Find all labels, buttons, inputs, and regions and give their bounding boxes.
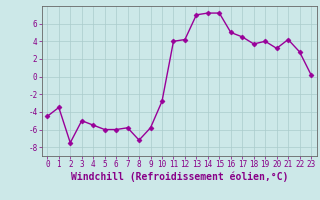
X-axis label: Windchill (Refroidissement éolien,°C): Windchill (Refroidissement éolien,°C) (70, 172, 288, 182)
